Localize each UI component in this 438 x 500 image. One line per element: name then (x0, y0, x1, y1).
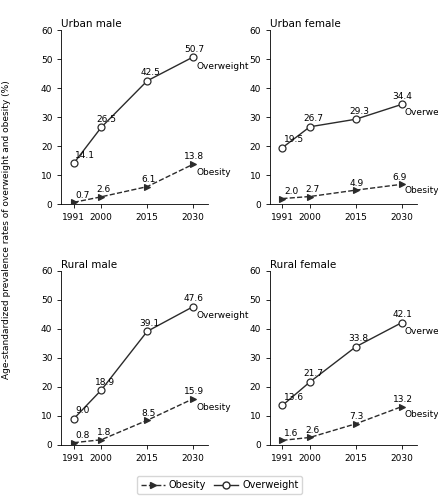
Text: Urban male: Urban male (61, 19, 122, 29)
Text: Obesity: Obesity (196, 402, 230, 411)
Text: 19.5: 19.5 (283, 135, 304, 144)
Text: 9.0: 9.0 (75, 406, 89, 416)
Text: 2.6: 2.6 (96, 186, 111, 194)
Text: 33.8: 33.8 (347, 334, 367, 344)
Text: 1.6: 1.6 (283, 429, 297, 438)
Text: 2.7: 2.7 (304, 185, 319, 194)
Text: Overweight: Overweight (404, 108, 438, 118)
Text: 7.3: 7.3 (349, 412, 363, 422)
Text: 13.6: 13.6 (283, 393, 304, 402)
Text: Rural female: Rural female (269, 260, 336, 270)
Text: 4.9: 4.9 (349, 179, 363, 188)
Text: 39.1: 39.1 (139, 319, 159, 328)
Text: Obesity: Obesity (196, 168, 230, 177)
Text: 2.0: 2.0 (283, 187, 297, 196)
Legend: Obesity, Overweight: Obesity, Overweight (136, 476, 302, 494)
Text: Obesity: Obesity (404, 186, 438, 195)
Text: 6.9: 6.9 (392, 173, 406, 182)
Text: 1.8: 1.8 (96, 428, 111, 438)
Text: 2.6: 2.6 (304, 426, 319, 435)
Text: Overweight: Overweight (404, 327, 438, 336)
Text: 42.1: 42.1 (392, 310, 411, 319)
Text: 15.9: 15.9 (184, 387, 204, 396)
Text: 42.5: 42.5 (141, 68, 161, 78)
Text: 6.1: 6.1 (141, 176, 155, 184)
Text: 29.3: 29.3 (349, 106, 369, 116)
Text: 47.6: 47.6 (184, 294, 203, 303)
Text: 18.9: 18.9 (95, 378, 115, 386)
Text: Rural male: Rural male (61, 260, 117, 270)
Text: 8.5: 8.5 (141, 409, 155, 418)
Text: 0.7: 0.7 (75, 191, 89, 200)
Text: Obesity: Obesity (404, 410, 438, 419)
Text: Overweight: Overweight (196, 311, 248, 320)
Text: 21.7: 21.7 (303, 370, 323, 378)
Text: 14.1: 14.1 (75, 151, 95, 160)
Text: 50.7: 50.7 (184, 44, 204, 54)
Text: 26.7: 26.7 (303, 114, 323, 124)
Text: 26.5: 26.5 (96, 115, 117, 124)
Text: Overweight: Overweight (196, 62, 248, 71)
Text: 13.2: 13.2 (392, 394, 412, 404)
Text: Urban female: Urban female (269, 19, 340, 29)
Text: 34.4: 34.4 (392, 92, 411, 101)
Text: 0.8: 0.8 (75, 432, 89, 440)
Text: 13.8: 13.8 (184, 152, 204, 162)
Text: Age-standardized prevalence rates of overweight and obesity (%): Age-standardized prevalence rates of ove… (2, 80, 11, 380)
